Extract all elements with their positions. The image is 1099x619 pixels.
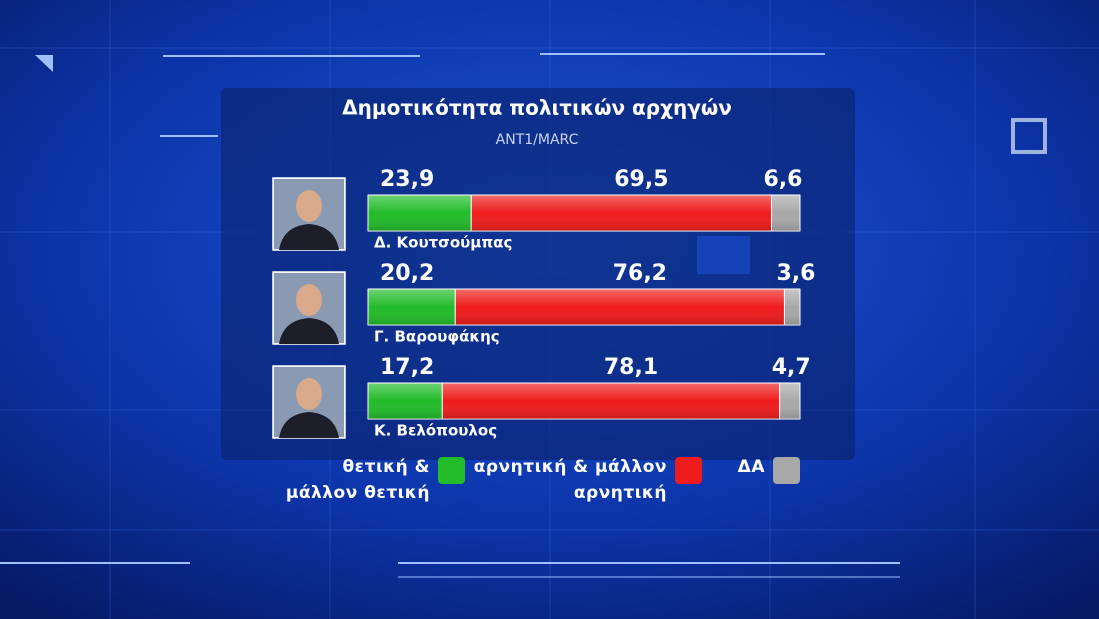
bar-gloss — [368, 195, 472, 231]
legend-label: ΔΑ — [737, 457, 765, 477]
value-label: 20,2 — [380, 261, 434, 286]
chart-subtitle: ANT1/MARC — [496, 132, 579, 148]
legend-item: αρνητική & μάλλον αρνητική — [452, 454, 702, 506]
photo-head — [296, 378, 322, 410]
legend-item: θετική & μάλλον θετική — [280, 454, 465, 506]
value-label: 76,2 — [613, 261, 667, 286]
category-label: Δ. Κουτσούμπας — [374, 234, 512, 252]
bar-gloss — [784, 289, 800, 325]
decor-block — [697, 236, 750, 274]
legend-item: ΔΑ — [690, 454, 800, 484]
category-label: Γ. Βαρουφάκης — [374, 328, 500, 346]
legend-label: θετική & μάλλον θετική — [285, 457, 430, 503]
value-label: 78,1 — [604, 355, 658, 380]
value-label: 17,2 — [380, 355, 434, 380]
value-label: 23,9 — [380, 167, 434, 192]
bar-gloss — [368, 289, 456, 325]
photo-body — [279, 224, 339, 250]
category-label: Κ. Βελόπουλος — [374, 422, 497, 440]
value-label: 4,7 — [772, 355, 811, 380]
value-label: 6,6 — [763, 167, 802, 192]
legend-swatch — [675, 457, 702, 484]
bar-gloss — [471, 195, 772, 231]
bar-gloss — [779, 383, 800, 419]
photo-head — [296, 190, 322, 222]
photo-body — [279, 318, 339, 344]
photo-body — [279, 412, 339, 438]
value-label: 69,5 — [614, 167, 668, 192]
bar-gloss — [368, 383, 443, 419]
photo-head — [296, 284, 322, 316]
legend-swatch — [438, 457, 465, 484]
bar-gloss — [442, 383, 780, 419]
decor-triangle — [35, 55, 53, 72]
panel — [221, 88, 855, 460]
chart-title: Δημοτικότητα πολιτικών αρχηγών — [342, 96, 732, 120]
bar-gloss — [455, 289, 785, 325]
bar-gloss — [771, 195, 800, 231]
decor-lines — [0, 53, 900, 578]
legend-label: αρνητική & μάλλον αρνητική — [473, 457, 667, 503]
value-label: 3,6 — [776, 261, 815, 286]
decor-square — [1011, 118, 1047, 154]
legend-swatch — [773, 457, 800, 484]
